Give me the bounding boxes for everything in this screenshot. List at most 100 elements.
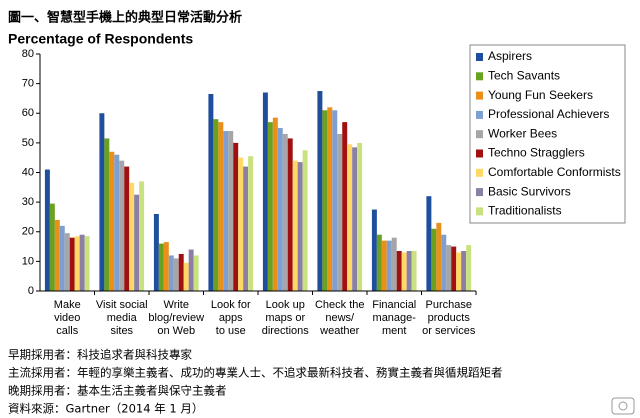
bar: [426, 196, 432, 291]
bar: [238, 157, 244, 291]
logo: [611, 397, 635, 415]
bar: [401, 252, 407, 291]
bar: [411, 251, 417, 291]
bar: [208, 93, 214, 292]
legend-label: Basic Survivors: [488, 184, 571, 198]
bar: [436, 222, 442, 291]
x-tick-label: Purchase products or services: [422, 299, 476, 337]
bar: [322, 110, 328, 291]
bar: [337, 133, 343, 291]
bar: [243, 166, 249, 291]
legend-swatch: [476, 149, 483, 158]
footnote: 晚期採用者：基本生活主義者與保守主義者: [8, 384, 227, 398]
bar: [396, 251, 402, 291]
bar: [223, 131, 229, 291]
bar: [168, 255, 174, 291]
bar: [302, 150, 308, 291]
bar: [451, 246, 457, 291]
bar: [466, 245, 472, 291]
bar: [64, 233, 70, 291]
bar: [431, 228, 437, 291]
bar: [317, 91, 323, 291]
logo-frame: [611, 397, 635, 415]
legend-swatch: [476, 72, 483, 81]
footnote: 資料來源：Gartner（2014 年 1 月）: [8, 402, 203, 416]
bar: [153, 213, 159, 291]
bar: [262, 92, 268, 291]
x-tick-label: Write blog/review on Web: [148, 299, 204, 337]
x-tick-label: Look for apps to use: [211, 299, 251, 337]
x-tick-label: Check the news/weather: [315, 299, 365, 337]
bar: [381, 240, 387, 291]
y-tick-label: 70: [22, 78, 34, 90]
bar: [282, 133, 288, 291]
footnote: 主流採用者：年輕的享樂主義者、成功的專業人士、不追求最新科技者、務實主義者與循規…: [8, 366, 503, 380]
bar: [352, 147, 358, 291]
bar: [163, 242, 169, 291]
bar: [74, 236, 80, 291]
legend-label: Comfortable Conformists: [488, 165, 621, 179]
x-tick-label: Look up maps or directions: [262, 299, 310, 337]
bar: [297, 162, 303, 291]
legend-swatch: [476, 53, 483, 61]
y-tick-label: 30: [22, 196, 34, 208]
bar: [272, 117, 278, 291]
bar: [173, 258, 179, 291]
bar: [158, 243, 164, 291]
bar: [357, 142, 363, 291]
page-title: 圖一、智慧型手機上的典型日常活動分析: [8, 10, 242, 26]
bar: [441, 234, 447, 291]
bar: [371, 209, 377, 291]
bar: [134, 194, 140, 291]
bar: [327, 107, 333, 291]
bar: [218, 122, 224, 291]
bar: [376, 234, 382, 291]
legend-label: Professional Achievers: [488, 107, 609, 121]
bar: [49, 203, 55, 291]
bar: [129, 182, 135, 291]
bar: [228, 131, 234, 291]
legend-swatch: [476, 110, 483, 119]
bar: [84, 236, 90, 291]
y-tick-label: 80: [22, 48, 34, 60]
bar: [178, 253, 184, 291]
x-tick-label: Make video calls: [54, 299, 81, 337]
bar: [277, 128, 283, 291]
y-tick-label: 10: [22, 255, 34, 267]
legend-swatch: [476, 130, 483, 139]
legend-label: Techno Stragglers: [488, 146, 585, 160]
y-tick-label: 50: [22, 137, 34, 149]
bar: [292, 160, 298, 291]
bar: [213, 119, 219, 291]
legend-swatch: [476, 91, 483, 100]
bar: [54, 219, 60, 291]
bar: [233, 142, 239, 291]
legend-label: Traditionalists: [488, 204, 562, 218]
y-axis-label: Percentage of Respondents: [8, 31, 193, 47]
bar: [104, 138, 110, 291]
bar: [248, 156, 254, 291]
bar: [446, 245, 452, 291]
x-tick-label: Financial manage-ment: [372, 299, 416, 337]
bar: [332, 110, 338, 291]
bar: [79, 234, 85, 291]
bar: [193, 255, 199, 291]
bar: [391, 237, 397, 291]
bar: [267, 122, 273, 291]
bar: [406, 251, 412, 291]
bar: [109, 151, 115, 291]
bar: [461, 251, 467, 291]
logo-mark: [618, 401, 628, 411]
bar: [183, 262, 189, 291]
legend-label: Tech Savants: [488, 68, 560, 82]
legend-label: Young Fun Seekers: [488, 88, 593, 102]
bar: [59, 225, 65, 291]
legend-label: Worker Bees: [488, 126, 557, 140]
bar: [139, 181, 145, 291]
bar: [99, 113, 105, 291]
x-tick-label: Visit social media sites: [96, 299, 148, 337]
bar: [287, 138, 293, 291]
bar: [456, 252, 462, 291]
bar: [347, 144, 353, 291]
